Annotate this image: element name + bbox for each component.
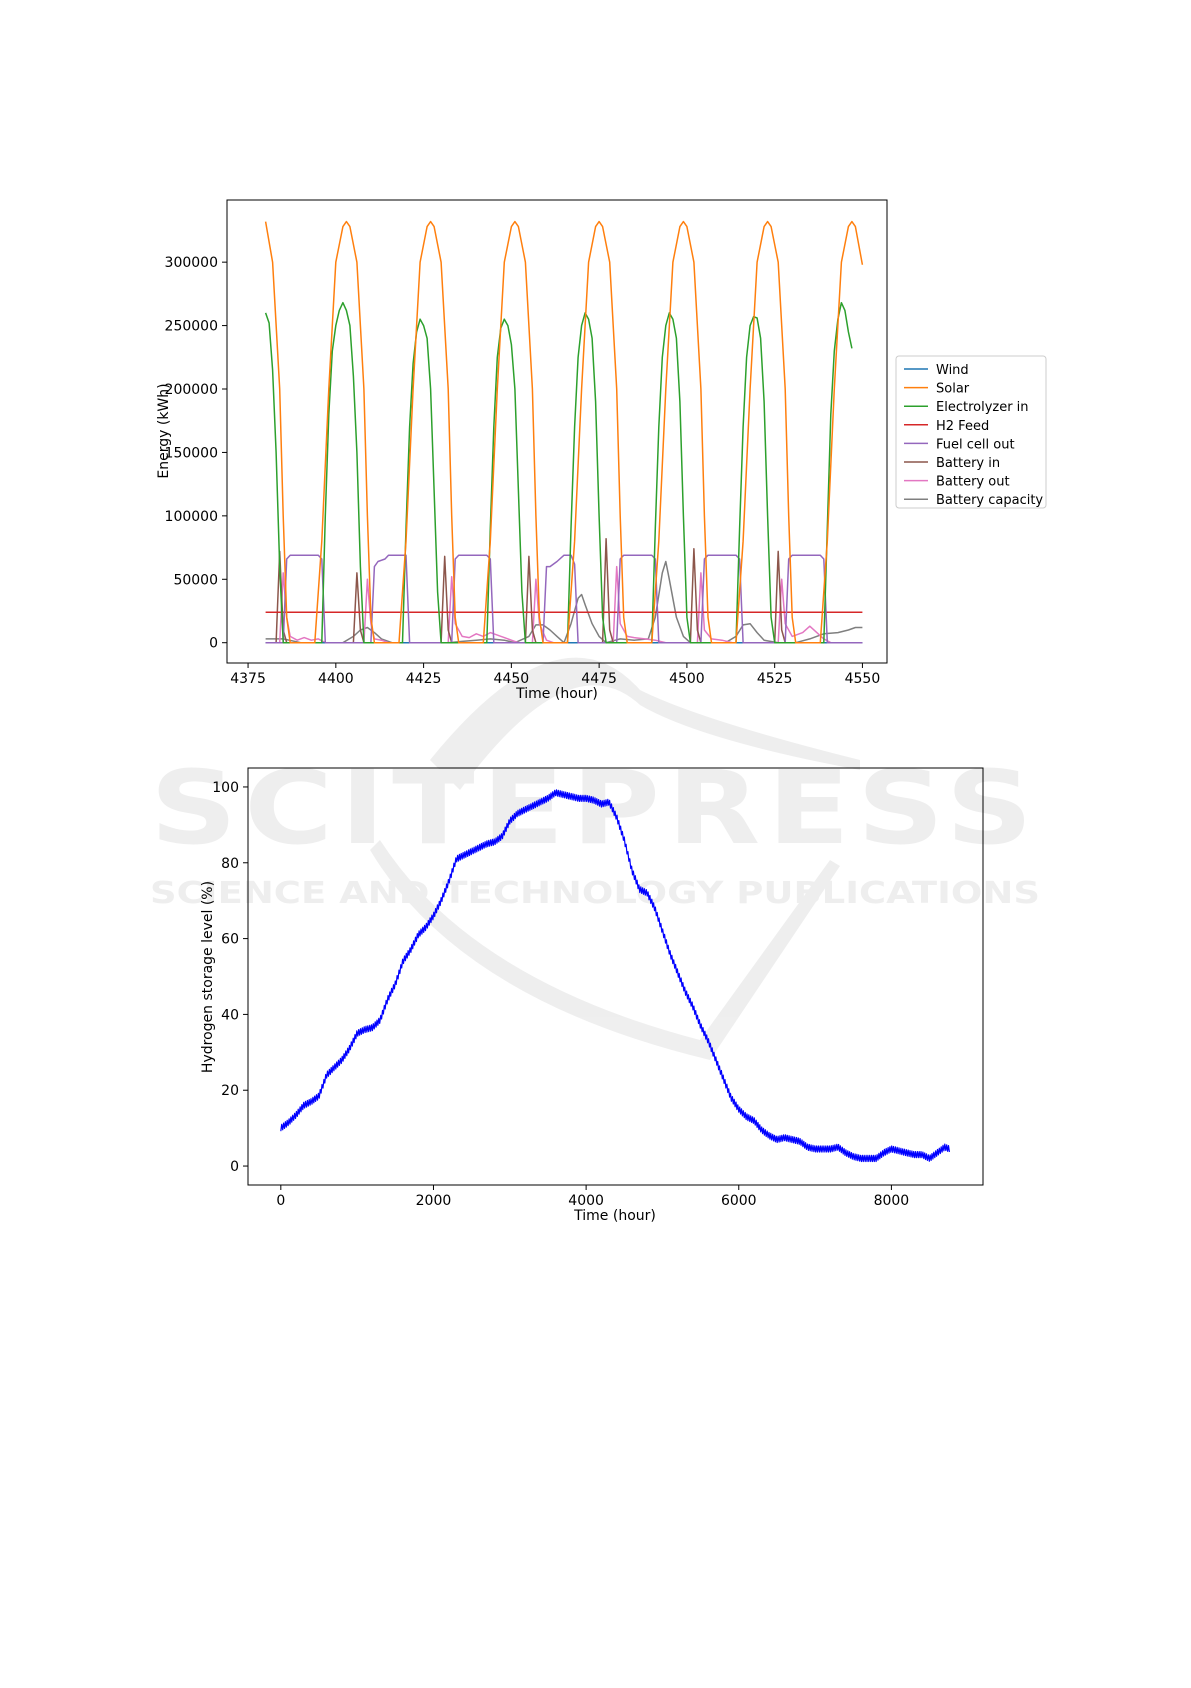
legend-label: Fuel cell out [936,437,1015,452]
legend-label: Solar [936,382,970,397]
legend-label: Battery in [936,456,1000,471]
hydrogen-xtick-label: 8000 [874,1193,910,1209]
hydrogen-chart-ticks: 0 2000 4000 6000 8000 0 20 40 60 80 100 [212,780,909,1209]
watermark-check-shape [370,840,840,1060]
hydrogen-ytick-label: 80 [221,856,239,872]
hydrogen-storage-chart: 0 2000 4000 6000 8000 0 20 40 60 80 100 Time (hour… [200,767,984,1224]
legend-label: H2 Feed [936,419,989,434]
legend-frame [895,355,1047,509]
energy-chart-legend: Wind Solar Electrolyzer in H2 Feed Fuel cell… [895,355,1047,509]
hydrogen-ytick-label: 20 [221,1083,239,1099]
hydrogen-chart-ylabel: Hydrogen storage level (%) [200,881,216,1073]
hydrogen-storage-level-line [280,789,950,1163]
energy-chart-plot-frame [226,199,888,664]
hydrogen-ytick-label: 0 [230,1159,239,1175]
energy-xtick-label: 4375 [230,671,266,687]
legend-label: Wind [936,363,969,378]
energy-xtick-label: 4400 [318,671,354,687]
energy-ytick-label: 50000 [173,572,218,588]
hydrogen-xtick-label: 6000 [721,1193,757,1209]
watermark-tagline: SCIENCE AND TECHNOLOGY PUBLICATIONS [150,876,1040,911]
series-electrolyzer-in-line [264,301,853,644]
energy-ytick-label: 300000 [165,255,218,271]
energy-ytick-label: 250000 [165,319,218,335]
energy-xtick-label: 4425 [406,671,442,687]
legend-label: Electrolyzer in [936,400,1029,415]
legend-label: Battery capacity [936,493,1043,508]
energy-chart-ylabel: Energy (kWh) [156,383,172,478]
hydrogen-chart-xlabel: Time (hour) [573,1208,656,1224]
series-solar-line [264,220,864,644]
hydrogen-xtick-label: 2000 [416,1193,452,1209]
energy-xtick-label: 4550 [845,671,881,687]
energy-chart-series [264,220,864,644]
energy-xtick-label: 4500 [669,671,705,687]
watermark-swoosh-shape [430,657,860,790]
publisher-watermark: SCITEPRESS SCIENCE AND TECHNOLOGY PUBLIC… [150,657,1040,1060]
legend-label: Battery out [936,475,1010,490]
hydrogen-ytick-label: 40 [221,1007,239,1023]
legend-entries: Wind Solar Electrolyzer in H2 Feed Fuel cell… [904,363,1043,508]
energy-xtick-label: 4475 [581,671,617,687]
energy-chart-xlabel: Time (hour) [515,686,598,702]
hydrogen-chart-series [280,789,950,1163]
hydrogen-chart-plot-frame [247,767,984,1186]
hydrogen-ytick-label: 60 [221,932,239,948]
energy-xtick-label: 4450 [494,671,530,687]
hydrogen-xtick-label: 4000 [568,1193,604,1209]
energy-xtick-label: 4525 [757,671,793,687]
watermark-name: SCITEPRESS [150,749,1040,868]
energy-ytick-label: 200000 [165,382,218,398]
energy-ytick-label: 150000 [165,445,218,461]
hydrogen-ytick-label: 100 [212,780,239,796]
series-battery-capacity-line [265,560,863,644]
series-fuel-cell-out-line [265,554,863,644]
energy-chart-ticks: 4375 4400 4425 4450 4475 4500 4525 4550 0 50000 10… [165,255,881,687]
hydrogen-xtick-label: 0 [276,1193,285,1209]
energy-chart: 4375 4400 4425 4450 4475 4500 4525 4550 0 50000 10… [156,199,1047,702]
energy-ytick-label: 0 [209,636,218,652]
energy-ytick-label: 100000 [165,509,218,525]
